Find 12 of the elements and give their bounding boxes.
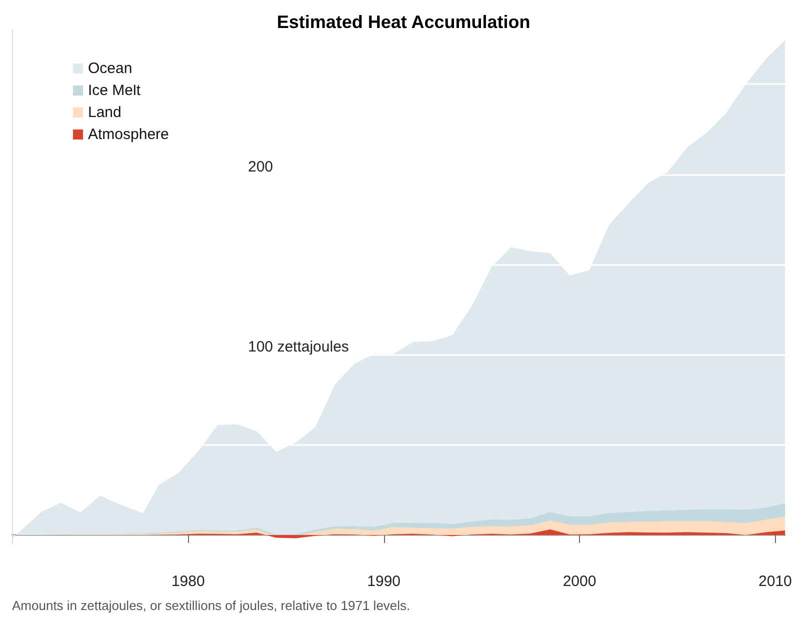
y-tick-label: 200 — [248, 158, 274, 176]
y-tick-label: 100 zettajoules — [248, 338, 349, 356]
legend-label: Ocean — [88, 60, 132, 77]
x-tick-label: 1990 — [367, 573, 401, 590]
legend-label: Atmosphere — [88, 126, 169, 143]
x-tick-label: 2010 — [758, 573, 792, 590]
x-tick-label: 2000 — [562, 573, 596, 590]
text: Amounts in zettajoules, or sextillions of joules, relative to 1971 levels. — [12, 598, 410, 613]
legend-label: Ice Melt — [88, 82, 142, 99]
chart-title: Estimated Heat Accumulation — [276, 12, 530, 32]
x-tick-label: 1980 — [171, 573, 205, 590]
legend-label: Land — [88, 104, 122, 121]
